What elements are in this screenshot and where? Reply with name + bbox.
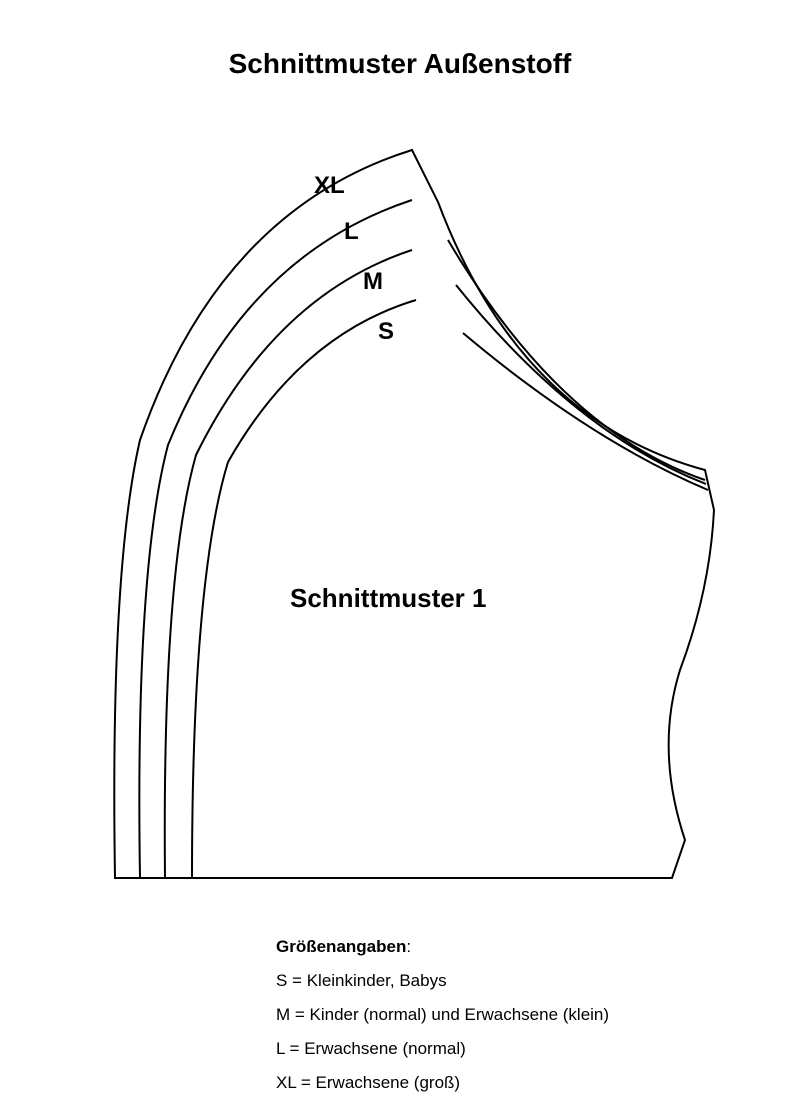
outline-arc-1	[165, 250, 412, 878]
size-label-xl: XL	[314, 172, 345, 200]
size-info-item: S = Kleinkinder, Babys	[276, 964, 609, 998]
size-info-heading: Größenangaben	[276, 937, 406, 956]
size-label-s: S	[378, 318, 394, 346]
size-info-item: M = Kinder (normal) und Erwachsene (klei…	[276, 998, 609, 1032]
size-info-block: Größenangaben: S = Kleinkinder, Babys M …	[276, 930, 609, 1100]
size-label-l: L	[344, 218, 359, 246]
pattern-label: Schnittmuster 1	[290, 583, 487, 614]
outline-right-0	[448, 240, 705, 480]
size-label-m: M	[363, 268, 383, 296]
outline-xl	[114, 150, 714, 878]
pattern-diagram	[0, 110, 800, 910]
size-info-item: L = Erwachsene (normal)	[276, 1032, 609, 1066]
page-title: Schnittmuster Außenstoff	[0, 48, 800, 80]
size-info-item: XL = Erwachsene (groß)	[276, 1066, 609, 1100]
